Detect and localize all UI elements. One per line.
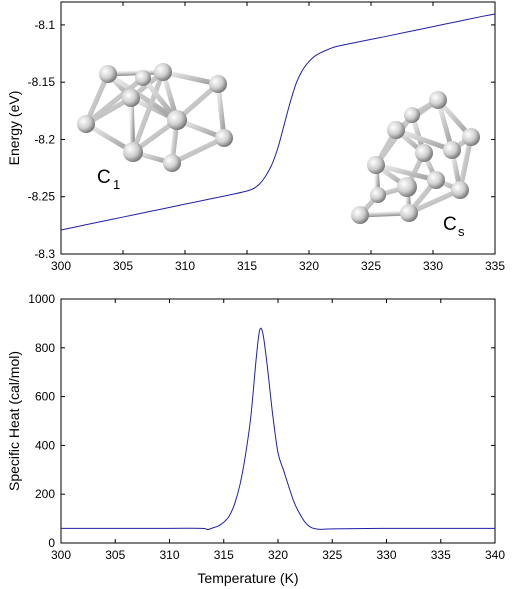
y-tick-label: -8.3 — [34, 247, 55, 261]
c1-subscript: 1 — [113, 177, 120, 192]
specific-heat-x-ticks: 300 305 310 315 320 325 330 335 340 — [51, 299, 505, 562]
y-tick-label: -8.1 — [34, 18, 55, 32]
x-tick-label: 330 — [423, 259, 443, 273]
cs-subscript: s — [458, 224, 465, 239]
x-tick-label: 310 — [175, 259, 195, 273]
cs-label: C — [443, 214, 457, 235]
x-tick-label: 315 — [237, 259, 257, 273]
energy-y-ticks: -8.3 -8.25 -8.2 -8.15 -8.1 — [28, 18, 495, 261]
y-tick-label: 0 — [48, 536, 55, 550]
x-tick-label: 330 — [376, 548, 396, 562]
specific-heat-series-line — [61, 327, 495, 531]
y-tick-label: 600 — [35, 390, 55, 404]
x-tick-label: 310 — [159, 548, 179, 562]
x-tick-label: 340 — [485, 548, 505, 562]
x-tick-label: 325 — [322, 548, 342, 562]
x-tick-label: 305 — [105, 548, 125, 562]
x-tick-label: 335 — [485, 259, 505, 273]
x-tick-label: 320 — [299, 259, 319, 273]
c1-cluster-image — [77, 63, 233, 172]
specific-heat-plot-area — [60, 298, 496, 544]
y-tick-label: -8.15 — [28, 75, 56, 89]
x-tick-label: 305 — [113, 259, 133, 273]
energy-series-line — [60, 13, 496, 231]
cs-cluster-image — [351, 91, 480, 224]
c1-label: C — [97, 167, 111, 188]
x-tick-label: 335 — [431, 548, 451, 562]
x-tick-label: 315 — [214, 548, 234, 562]
x-tick-label: 320 — [268, 548, 288, 562]
y-tick-label: 400 — [35, 438, 55, 452]
y-tick-label: 1000 — [28, 292, 55, 306]
y-tick-label: -8.2 — [34, 132, 55, 146]
specific-heat-panel: 300 305 310 315 320 325 330 335 340 0 200 400 600 80… — [6, 292, 505, 586]
specific-heat-y-ticks: 0 200 400 600 800 1000 — [28, 292, 495, 550]
y-tick-label: 200 — [35, 487, 55, 501]
y-tick-label: 800 — [35, 341, 55, 355]
energy-y-axis-label: Energy (eV) — [6, 91, 22, 166]
energy-x-ticks: 300 305 310 315 320 325 330 335 — [51, 2, 505, 273]
temperature-x-axis-label: Temperature (K) — [197, 570, 298, 586]
x-tick-label: 325 — [361, 259, 381, 273]
energy-panel: 300 305 310 315 320 325 330 335 -8.3-8.25-8.2-8… — [6, 1, 505, 273]
y-tick-label: -8.25 — [28, 190, 56, 204]
x-tick-label: 300 — [51, 548, 71, 562]
specific-heat-y-axis-label: Specific Heat (cal/mol) — [6, 351, 22, 491]
x-tick-label: 300 — [51, 259, 71, 273]
